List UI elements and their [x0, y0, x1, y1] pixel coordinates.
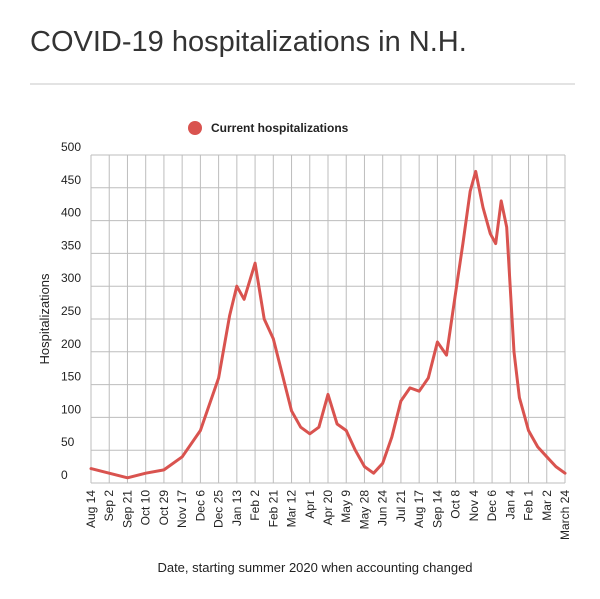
x-tick-label: Jul 21	[394, 490, 408, 522]
y-tick-label: 300	[61, 271, 81, 285]
x-tick-label: Mar 12	[285, 490, 299, 528]
x-tick-label: Sep 21	[120, 490, 134, 528]
y-axis-title: Hospitalizations	[37, 273, 52, 365]
x-tick-label: Feb 21	[266, 490, 280, 528]
x-tick-label: Dec 6	[193, 490, 207, 522]
x-tick-label: Aug 17	[412, 490, 426, 528]
x-axis: Aug 14 Sep 2 Sep 21 Oct 10 Oct 29 Nov 17 Dec 6…	[84, 490, 572, 540]
y-tick-label: 200	[61, 337, 81, 351]
x-tick-label: Dec 25	[212, 490, 226, 528]
x-tick-label: Apr 1	[303, 490, 317, 519]
x-tick-label: Sep 2	[102, 490, 116, 522]
chart-legend: Current hospitalizations	[188, 121, 349, 135]
x-tick-label: Nov 4	[467, 490, 481, 522]
series-line-current-hospitalizations	[89, 169, 567, 480]
legend-marker	[188, 121, 202, 135]
x-tick-label: March 24	[558, 490, 572, 540]
x-axis-title: Date, starting summer 2020 when accounti…	[157, 560, 472, 575]
x-tick-label: Jan 13	[230, 490, 244, 526]
x-tick-label: May 28	[357, 490, 371, 530]
x-tick-label: Jun 24	[376, 490, 390, 526]
x-tick-label: Jan 4	[503, 490, 517, 520]
x-tick-label: Oct 8	[449, 490, 463, 519]
x-tick-label: Nov 17	[175, 490, 189, 528]
x-tick-label: Apr 20	[321, 490, 335, 526]
x-tick-label: Aug 14	[84, 490, 98, 528]
x-tick-label: May 9	[339, 490, 353, 523]
x-tick-label: Dec 6	[485, 490, 499, 522]
y-tick-label: 50	[61, 435, 75, 449]
x-tick-label: Oct 29	[157, 490, 171, 526]
y-tick-label: 450	[61, 173, 81, 187]
x-tick-label: Sep 14	[430, 490, 444, 528]
legend-label: Current hospitalizations	[211, 121, 349, 135]
x-tick-label: Feb 1	[522, 490, 536, 521]
x-tick-label: Feb 2	[248, 490, 262, 521]
x-tick-label: Mar 2	[540, 490, 554, 521]
y-tick-label: 350	[61, 238, 81, 252]
y-tick-label: 500	[61, 140, 81, 154]
y-tick-label: 400	[61, 206, 81, 220]
title-divider	[30, 83, 575, 85]
y-tick-label: 100	[61, 402, 81, 416]
y-tick-label: 250	[61, 304, 81, 318]
chart-series	[89, 169, 567, 480]
chart-grid	[90, 154, 566, 484]
y-axis: 0 50 100 150 200 250 300 350 400 450 500	[61, 140, 81, 482]
page-title: COVID-19 hospitalizations in N.H.	[30, 26, 467, 58]
x-tick-label: Oct 10	[139, 490, 153, 526]
y-tick-label: 150	[61, 370, 81, 384]
y-tick-label: 0	[61, 468, 68, 482]
